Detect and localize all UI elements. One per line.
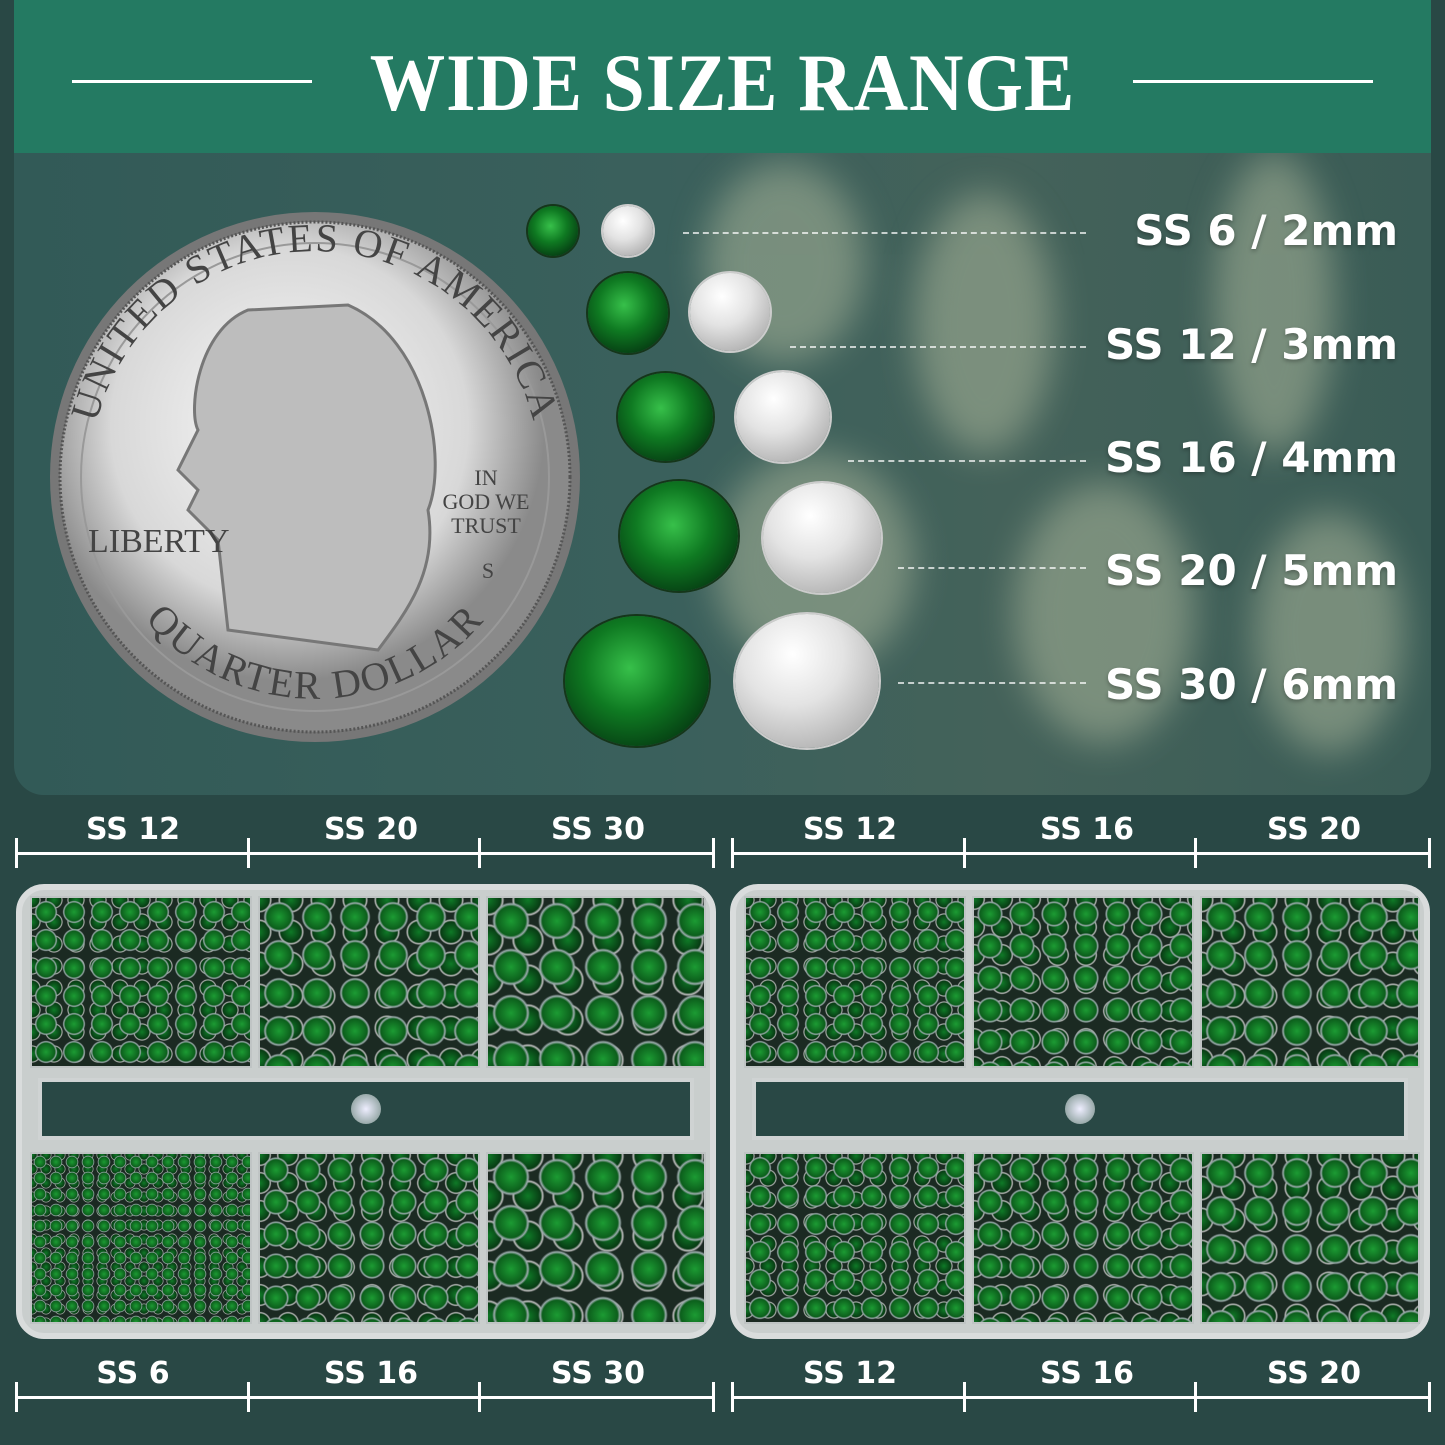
gem-back-ss16 [736, 372, 830, 462]
size-leader-line [683, 232, 1086, 234]
measure-bar [15, 1382, 715, 1412]
size-label-ss30: SS 30 / 6mm [1104, 660, 1398, 709]
size-leader-line [898, 567, 1086, 569]
box-right-bottom-label: SS 12 [802, 1356, 898, 1391]
gem-ss30 [565, 616, 709, 746]
compartment-ss12 [744, 896, 966, 1068]
compartment-ss6 [30, 1152, 252, 1324]
box-left-bottom-label: SS 6 [96, 1356, 170, 1391]
compartment-ss12 [30, 896, 252, 1068]
measure-bar [731, 1382, 1431, 1412]
compartment-ss16 [972, 896, 1194, 1068]
compartment-ss16 [258, 1152, 480, 1324]
compartment-ss30 [486, 1152, 706, 1324]
coin-motto-2: GOD WE [443, 489, 530, 514]
quarter-coin-image: UNITED STATES OF AMERICA QUARTER DOLLAR … [50, 212, 580, 742]
title-rule-left [72, 80, 312, 83]
box-left-bottom-label: SS 16 [323, 1356, 419, 1391]
rhinestone-box-left [16, 884, 716, 1339]
size-leader-line [848, 460, 1086, 462]
coin-mint-mark: S [482, 558, 494, 583]
compartment-ss30 [486, 896, 706, 1068]
title-rule-right [1133, 80, 1373, 83]
washington-portrait [176, 303, 437, 652]
measure-bar [731, 838, 1431, 868]
box-right-bottom-label: SS 20 [1266, 1356, 1362, 1391]
box-left-top-label: SS 12 [85, 812, 181, 847]
gem-ss6 [528, 206, 578, 256]
size-label-ss12: SS 12 / 3mm [1104, 320, 1398, 369]
compartment-ss20 [258, 896, 480, 1068]
gem-ss20 [620, 481, 738, 591]
compartment-ss20 [1200, 1152, 1420, 1324]
gem-ss16 [618, 373, 713, 461]
box-left-bottom-label: SS 30 [550, 1356, 646, 1391]
box-divider-strip [752, 1078, 1408, 1140]
gem-back-ss6 [603, 206, 653, 256]
page-title: WIDE SIZE RANGE [369, 37, 1076, 128]
box-right-top-label: SS 12 [802, 812, 898, 847]
gem-back-ss12 [690, 273, 770, 351]
header-banner: WIDE SIZE RANGE [14, 0, 1431, 153]
gem-ss12 [588, 273, 668, 353]
size-label-ss16: SS 16 / 4mm [1104, 433, 1398, 482]
compartment-ss20 [1200, 896, 1420, 1068]
coin-motto-1: IN [474, 465, 497, 490]
size-leader-line [898, 682, 1086, 684]
gem-back-ss20 [763, 483, 881, 593]
box-right-top-label: SS 16 [1039, 812, 1135, 847]
measure-bar [15, 838, 715, 868]
coin-motto-3: TRUST [451, 513, 521, 538]
size-label-ss6: SS 6 / 2mm [1134, 206, 1398, 255]
rhinestone-box-right [730, 884, 1430, 1339]
size-label-ss20: SS 20 / 5mm [1104, 546, 1398, 595]
box-divider-strip [38, 1078, 694, 1140]
gem-back-ss30 [735, 614, 879, 748]
box-right-bottom-label: SS 16 [1039, 1356, 1135, 1391]
size-leader-line [790, 346, 1086, 348]
box-left-top-label: SS 20 [323, 812, 419, 847]
compartment-ss12 [744, 1152, 966, 1324]
coin-liberty: LIBERTY [88, 523, 230, 560]
compartment-ss16 [972, 1152, 1194, 1324]
box-right-top-label: SS 20 [1266, 812, 1362, 847]
box-left-top-label: SS 30 [550, 812, 646, 847]
